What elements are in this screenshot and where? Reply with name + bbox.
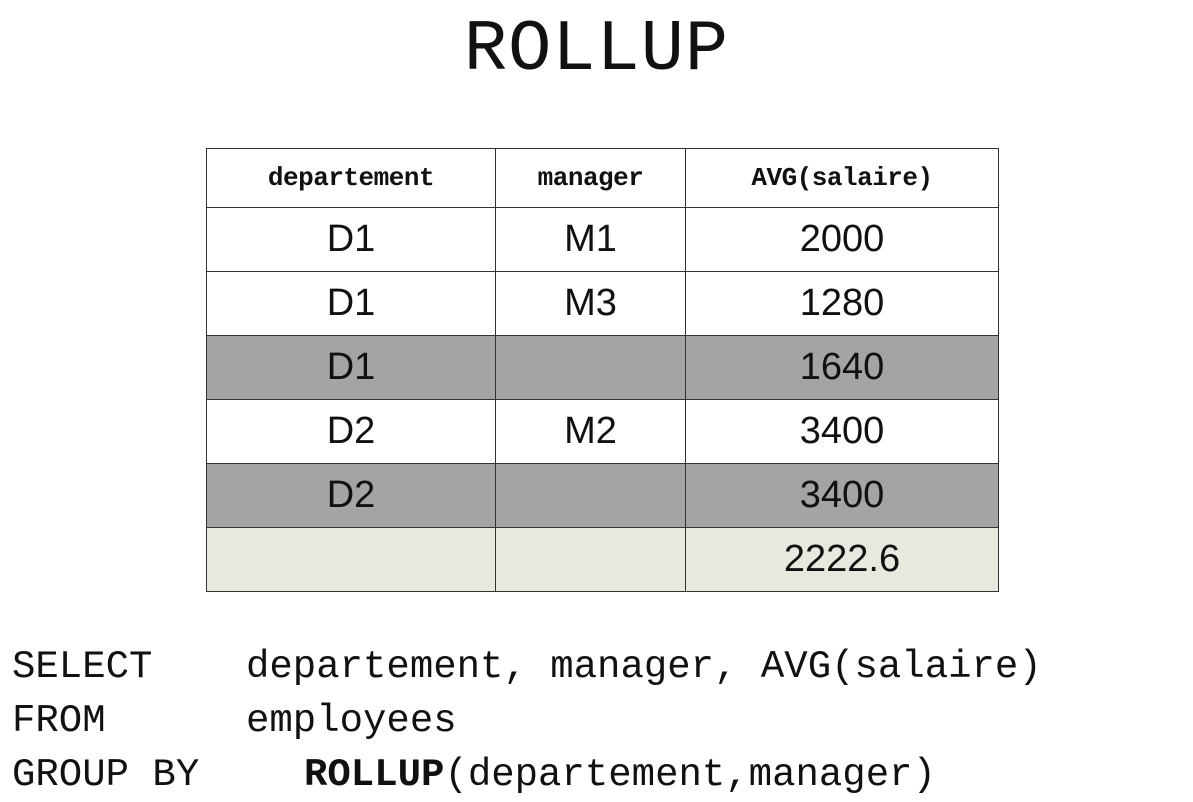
slide-title: ROLLUP	[463, 9, 730, 91]
header-manager: manager	[495, 148, 686, 208]
sql-group-by-keyword: GROUP BY	[12, 753, 200, 797]
cell-manager	[495, 527, 686, 592]
subtotal-row: D2 3400	[206, 463, 999, 528]
cell-departement: D1	[206, 271, 496, 336]
cell-avg-salaire: 1280	[685, 271, 999, 336]
cell-avg-salaire: 3400	[685, 399, 999, 464]
subtotal-row: D1 1640	[206, 335, 999, 400]
cell-departement: D2	[206, 399, 496, 464]
table-row: D1 M3 1280	[206, 271, 999, 336]
cell-avg-salaire: 1640	[685, 335, 999, 400]
sql-rollup-keyword: ROLLUP	[304, 753, 445, 797]
sql-rollup-expression: ROLLUP(departement,manager)	[304, 748, 936, 802]
sql-select-columns: departement, manager, AVG(salaire)	[246, 645, 1042, 689]
sql-select-keyword: SELECT	[12, 645, 153, 689]
cell-manager	[495, 463, 686, 528]
cell-departement: D1	[206, 335, 496, 400]
header-departement: departement	[206, 148, 496, 208]
table-header-row: departement manager AVG(salaire)	[206, 148, 999, 208]
table-row: D1 M1 2000	[206, 207, 999, 272]
cell-manager: M1	[495, 207, 686, 272]
sql-from-table: employees	[246, 699, 457, 743]
grand-total-row: 2222.6	[206, 527, 999, 592]
sql-rollup-columns: (departement,manager)	[444, 753, 936, 797]
cell-avg-salaire: 2000	[685, 207, 999, 272]
cell-avg-salaire: 2222.6	[685, 527, 999, 592]
header-avg-salaire: AVG(salaire)	[685, 148, 999, 208]
cell-manager	[495, 335, 686, 400]
cell-manager: M2	[495, 399, 686, 464]
cell-departement	[206, 527, 496, 592]
sql-from-keyword: FROM	[12, 699, 106, 743]
cell-departement: D1	[206, 207, 496, 272]
rollup-result-table: departement manager AVG(salaire) D1 M1 2…	[206, 148, 999, 592]
cell-departement: D2	[206, 463, 496, 528]
cell-avg-salaire: 3400	[685, 463, 999, 528]
table-row: D2 M2 3400	[206, 399, 999, 464]
cell-manager: M3	[495, 271, 686, 336]
